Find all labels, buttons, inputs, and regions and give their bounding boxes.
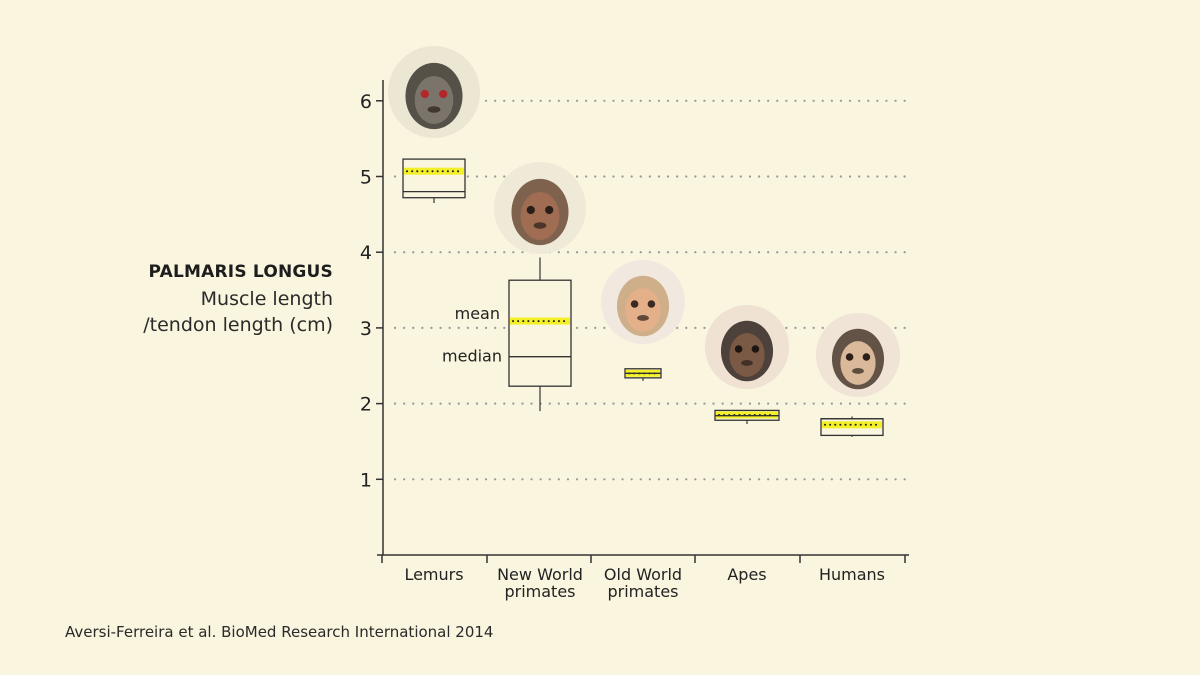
mean-annotation: mean bbox=[455, 304, 500, 323]
x-category-label: primates bbox=[504, 582, 575, 601]
lemur-portrait-icon bbox=[420, 89, 429, 99]
human-portrait-icon bbox=[845, 353, 854, 361]
source-citation: Aversi-Ferreira et al. BioMed Research I… bbox=[65, 623, 494, 641]
x-category-label: Lemurs bbox=[404, 565, 463, 584]
lemur-portrait-icon bbox=[427, 106, 441, 113]
chart-title: PALMARIS LONGUS bbox=[148, 262, 333, 282]
median-annotation: median bbox=[442, 347, 502, 366]
chimpanzee-portrait-icon bbox=[741, 360, 753, 366]
y-axis-label-line-1: Muscle length bbox=[200, 288, 333, 310]
mean-highlight bbox=[822, 421, 882, 429]
capuchin-portrait-icon bbox=[520, 192, 560, 240]
human-portrait-icon bbox=[840, 341, 876, 385]
mean-highlight bbox=[716, 411, 778, 419]
y-tick-label: 4 bbox=[360, 242, 372, 264]
macaque-portrait-icon bbox=[625, 288, 661, 332]
chimpanzee-portrait-icon bbox=[729, 333, 765, 377]
x-category-label: Humans bbox=[819, 565, 885, 584]
capuchin-portrait-icon bbox=[545, 205, 554, 215]
box-body bbox=[508, 279, 572, 387]
macaque-portrait-icon bbox=[637, 315, 649, 321]
y-tick-label: 1 bbox=[360, 469, 372, 491]
x-category-label: primates bbox=[607, 582, 678, 601]
macaque-portrait-icon bbox=[630, 300, 639, 308]
chimpanzee-portrait-icon bbox=[734, 345, 743, 353]
mean-highlight bbox=[510, 317, 570, 325]
mean-highlight bbox=[404, 167, 464, 175]
y-axis-label-line-2: /tendon length (cm) bbox=[143, 314, 333, 336]
human-portrait-icon bbox=[852, 368, 864, 374]
y-tick-label: 2 bbox=[360, 394, 372, 416]
capuchin-portrait-icon bbox=[533, 222, 547, 229]
x-category-label: New World bbox=[497, 565, 583, 584]
title-block: PALMARIS LONGUS Muscle length /tendon le… bbox=[143, 262, 333, 338]
x-category-label: Old World bbox=[604, 565, 682, 584]
chimpanzee-portrait-icon bbox=[751, 345, 760, 353]
lemur-portrait-icon bbox=[414, 76, 454, 124]
lemur-portrait-icon bbox=[439, 89, 448, 99]
macaque-portrait-icon bbox=[647, 300, 656, 308]
y-tick-label: 5 bbox=[360, 167, 372, 189]
y-tick-label: 3 bbox=[360, 318, 372, 340]
x-category-label: Apes bbox=[727, 565, 766, 584]
human-portrait-icon bbox=[862, 353, 871, 361]
capuchin-portrait-icon bbox=[526, 205, 535, 215]
y-tick-label: 6 bbox=[360, 91, 372, 113]
